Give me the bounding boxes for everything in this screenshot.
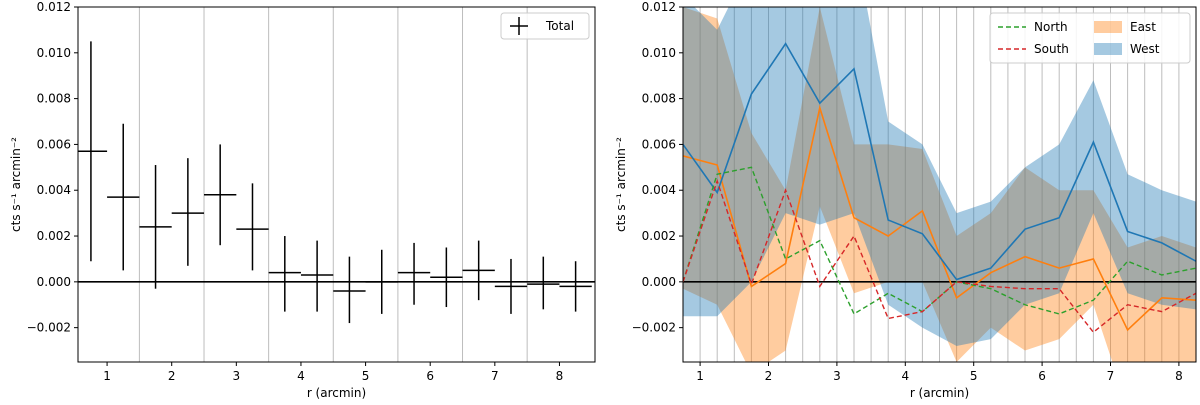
- y-tick-label: 0.000: [642, 275, 676, 289]
- y-tick-label: 0.008: [642, 92, 676, 106]
- legend-marker-west: [1094, 43, 1122, 55]
- y-tick-label: 0.004: [37, 183, 71, 197]
- y-tick-label: 0.010: [37, 46, 71, 60]
- x-tick-label: 5: [970, 369, 978, 383]
- y-tick-label: 0.008: [37, 92, 71, 106]
- band-west: [683, 7, 1196, 346]
- y-tick-label: 0.000: [37, 275, 71, 289]
- x-tick-label: 4: [901, 369, 909, 383]
- y-axis-label: cts s⁻¹ arcmin⁻²: [614, 137, 628, 232]
- x-tick-label: 6: [1038, 369, 1046, 383]
- axes-frame: [682, 6, 1197, 363]
- axes-frame: [77, 6, 596, 363]
- legend: Total: [500, 12, 590, 40]
- line-east: [683, 104, 1196, 332]
- line-west: [683, 42, 1196, 281]
- x-tick-label: 1: [696, 369, 704, 383]
- x-tick-label: 6: [426, 369, 434, 383]
- y-tick-label: 0.010: [642, 46, 676, 60]
- chart-panel-right: 1 2 3 4 5 6 7 8 −0.002 0.000 0.002 0.004 0.006 0.008 0…: [614, 0, 1197, 400]
- y-tick-label: 0.006: [37, 137, 71, 151]
- legend-label-west: West: [1130, 42, 1160, 56]
- y-tick-label: 0.012: [37, 0, 71, 14]
- legend-box: [989, 12, 1191, 64]
- y-tick-label: 0.002: [37, 229, 71, 243]
- chart-panel-left: 1 2 3 4 5 6 7 8 −0.002 0.000 0.002 0.004 0.006 0.008 0…: [9, 0, 596, 400]
- legend-marker-east: [1094, 21, 1122, 33]
- x-axis-label: r (arcmin): [910, 386, 969, 400]
- legend-label-total: Total: [545, 19, 574, 33]
- x-tick-label: 2: [168, 369, 176, 383]
- y-tick-label: −0.002: [632, 321, 676, 335]
- x-tick-label: 1: [103, 369, 111, 383]
- y-tick-label: 0.006: [642, 137, 676, 151]
- band-east: [683, 7, 1196, 362]
- legend-label-north: North: [1034, 20, 1068, 34]
- x-tick-label: 4: [297, 369, 305, 383]
- x-tick-label: 7: [1107, 369, 1115, 383]
- x-tick-label: 3: [233, 369, 241, 383]
- legend: North South East West: [989, 12, 1191, 64]
- x-tick-label: 5: [362, 369, 370, 383]
- y-axis-label: cts s⁻¹ arcmin⁻²: [9, 137, 23, 232]
- line-south: [683, 178, 1196, 334]
- y-tick-label: −0.002: [27, 321, 71, 335]
- x-tick-label: 2: [765, 369, 773, 383]
- y-tick-label: 0.012: [642, 0, 676, 14]
- x-tick-label: 8: [556, 369, 564, 383]
- plot-area: [78, 7, 595, 362]
- legend-box: [500, 12, 590, 40]
- plot-area: [683, 7, 1196, 362]
- x-tick-label: 8: [1175, 369, 1183, 383]
- legend-label-east: East: [1130, 20, 1156, 34]
- legend-label-south: South: [1034, 42, 1069, 56]
- y-tick-label: 0.004: [642, 183, 676, 197]
- y-tick-label: 0.002: [642, 229, 676, 243]
- x-tick-label: 7: [491, 369, 499, 383]
- x-axis-label: r (arcmin): [307, 386, 366, 400]
- x-tick-label: 3: [833, 369, 841, 383]
